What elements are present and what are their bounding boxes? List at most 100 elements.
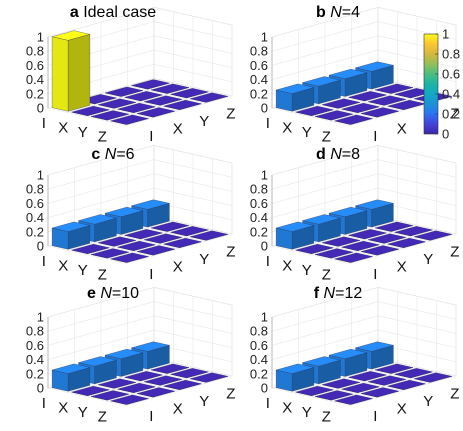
panel-title: e N=10 (87, 285, 139, 302)
bar-top-face (124, 371, 163, 382)
bar (105, 86, 143, 97)
z-tick-label: 0 (261, 239, 268, 254)
bar-top-face (302, 76, 341, 87)
panel-letter: f (314, 285, 320, 302)
row-label: Y (78, 404, 88, 421)
bar (144, 375, 182, 386)
floor-gridline (349, 375, 457, 406)
bar (334, 114, 373, 125)
bar-top-face (131, 199, 170, 210)
colorbar-ticks: 0 0.2 0.4 0.6 0.8 1 (435, 27, 460, 142)
title-variable: N (324, 285, 336, 302)
bar (315, 390, 353, 401)
panel-title: c N=6 (91, 146, 134, 163)
bar-top-face (387, 237, 426, 248)
col-label: Z (450, 386, 459, 403)
bar-top-face (341, 102, 380, 113)
bar (387, 237, 426, 248)
z-tick-label: 0.6 (250, 196, 268, 211)
bar (98, 98, 136, 109)
z-tick-label: 1 (37, 30, 44, 45)
bar (315, 248, 353, 259)
bar-top-face (334, 252, 373, 263)
bar-top-face (110, 394, 149, 405)
panel-letter: d (316, 146, 326, 163)
title-text: Ideal case (83, 4, 156, 21)
row-label: I (42, 115, 46, 132)
bar (315, 110, 353, 121)
bar (110, 114, 149, 125)
bar-top-face (348, 229, 387, 240)
row-label: Y (302, 262, 312, 279)
z-tick-label: 0 (37, 101, 44, 116)
z-tick-label: 0.6 (26, 58, 44, 73)
title-variable: N (330, 146, 342, 163)
bar-top-face (334, 394, 373, 405)
bar (375, 221, 413, 232)
bar-top-face (394, 226, 433, 237)
bar (117, 382, 156, 393)
row-label: Y (302, 404, 312, 421)
bar (341, 102, 380, 113)
row-label: Z (98, 128, 107, 145)
bar (348, 229, 387, 240)
bar (414, 372, 452, 383)
bar-top-face (302, 356, 341, 367)
z-tick-label: 0.4 (250, 72, 268, 87)
bar (71, 243, 110, 254)
col-label: Y (199, 251, 209, 268)
bar-top-face (190, 372, 228, 383)
bar (163, 99, 202, 110)
bar (110, 394, 149, 405)
bar-top-face (110, 114, 149, 125)
bar (163, 379, 202, 390)
bar (170, 88, 209, 99)
bar-top-face (190, 230, 228, 241)
bar-top-face (117, 102, 156, 113)
bar (368, 95, 406, 106)
row-label: Z (322, 408, 331, 425)
bar-top-face (355, 61, 394, 72)
col-label: I (149, 266, 153, 283)
colorbar-tick-label: 0.4 (442, 87, 460, 102)
floor-gridline (330, 371, 437, 402)
title-variable: N (105, 146, 117, 163)
row-label: Y (78, 124, 88, 141)
bar (104, 206, 144, 235)
bar (110, 252, 149, 263)
bar (322, 98, 360, 109)
col-label: Z (450, 244, 459, 261)
bar (295, 105, 334, 116)
floor-gridline (125, 95, 233, 126)
bar-top-face (368, 375, 406, 386)
bar (275, 363, 315, 392)
bar (375, 83, 413, 94)
bar (190, 230, 228, 241)
bar-top-face (78, 356, 117, 367)
bar-top-face (368, 233, 406, 244)
col-label: X (173, 401, 183, 418)
col-label: I (149, 408, 153, 425)
z-tick-label: 0.2 (250, 366, 268, 381)
panel-c: 00.20.40.60.81I X Y Z I X Y Zc N=6 (26, 145, 235, 283)
bar-top-face (98, 98, 136, 109)
bar-top-face (137, 245, 175, 256)
bar (124, 91, 163, 102)
bar-top-face (322, 98, 360, 109)
bar (131, 79, 170, 90)
bar-top-face (117, 240, 156, 251)
title-text: =8 (342, 146, 360, 163)
bar (341, 382, 380, 393)
z-tick-label: 1 (37, 310, 44, 325)
row-label: X (58, 120, 68, 137)
z-tick-label: 0.4 (26, 72, 44, 87)
bar (322, 236, 360, 247)
z-tick-label: 0.8 (250, 44, 268, 59)
bar-top-face (322, 378, 360, 389)
bar-top-face (131, 341, 170, 352)
floor-gridline (349, 233, 457, 264)
row-label: X (58, 258, 68, 275)
col-label: Y (423, 393, 433, 410)
bar-top-face (295, 105, 334, 116)
floor-gridline (106, 229, 213, 260)
